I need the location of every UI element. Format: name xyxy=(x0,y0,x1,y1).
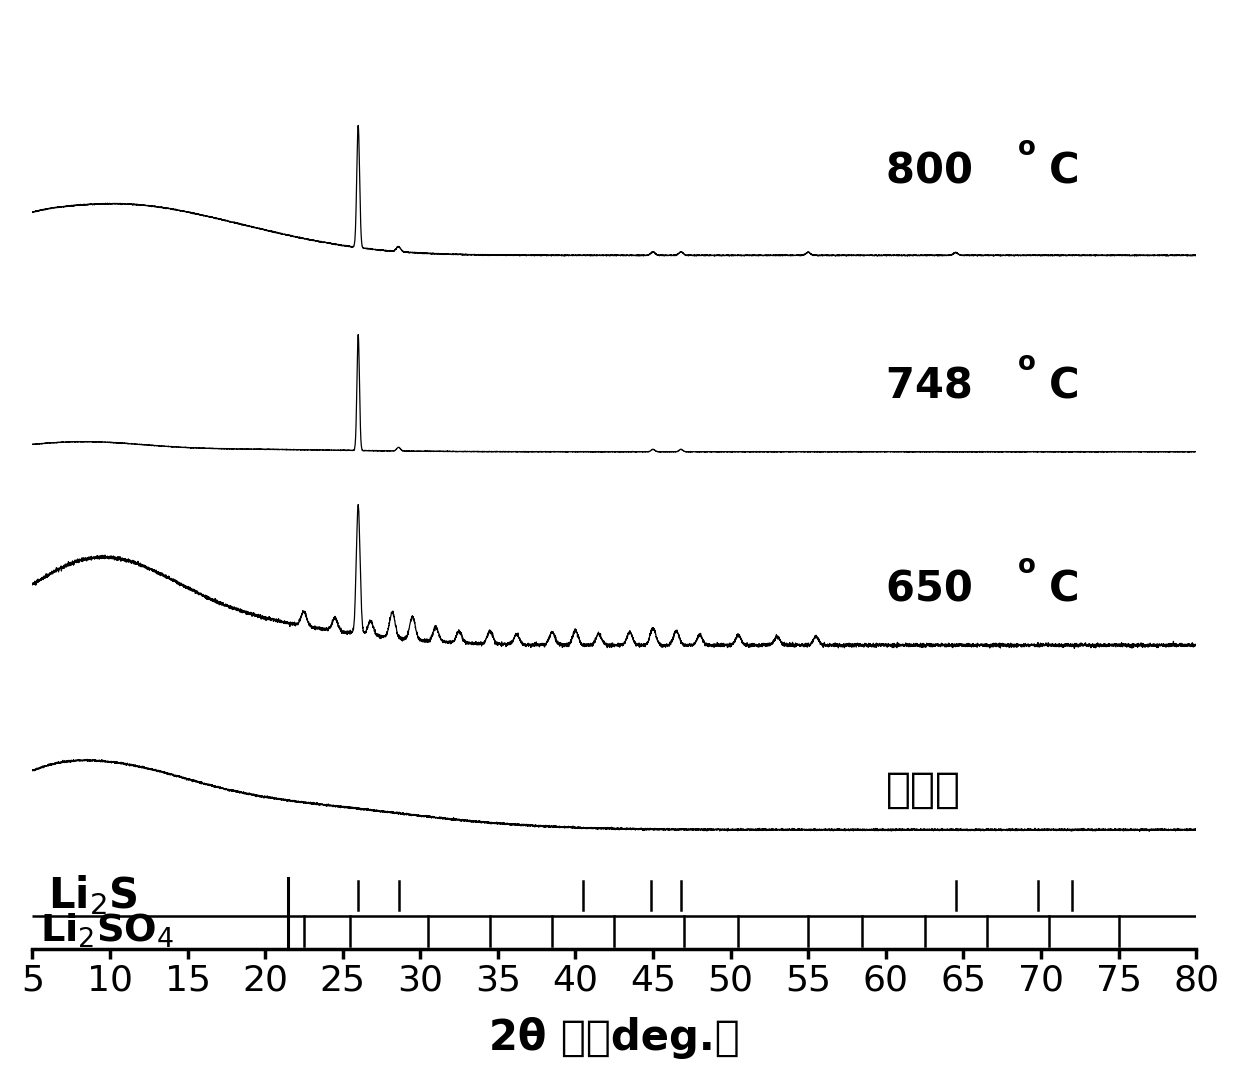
X-axis label: 2θ 角（deg.）: 2θ 角（deg.） xyxy=(489,1017,739,1059)
Text: Li$_2$S: Li$_2$S xyxy=(48,873,138,918)
Text: 样品架: 样品架 xyxy=(885,769,961,811)
Text: o: o xyxy=(1018,553,1035,579)
Text: C: C xyxy=(1049,569,1079,611)
Text: Li$_2$SO$_4$: Li$_2$SO$_4$ xyxy=(40,912,175,950)
Text: C: C xyxy=(1049,365,1079,408)
Text: C: C xyxy=(1049,150,1079,192)
Text: 650: 650 xyxy=(885,569,987,611)
Text: o: o xyxy=(1018,350,1035,376)
Text: o: o xyxy=(1018,135,1035,161)
Text: 748: 748 xyxy=(885,365,987,408)
Text: 800: 800 xyxy=(885,150,987,192)
